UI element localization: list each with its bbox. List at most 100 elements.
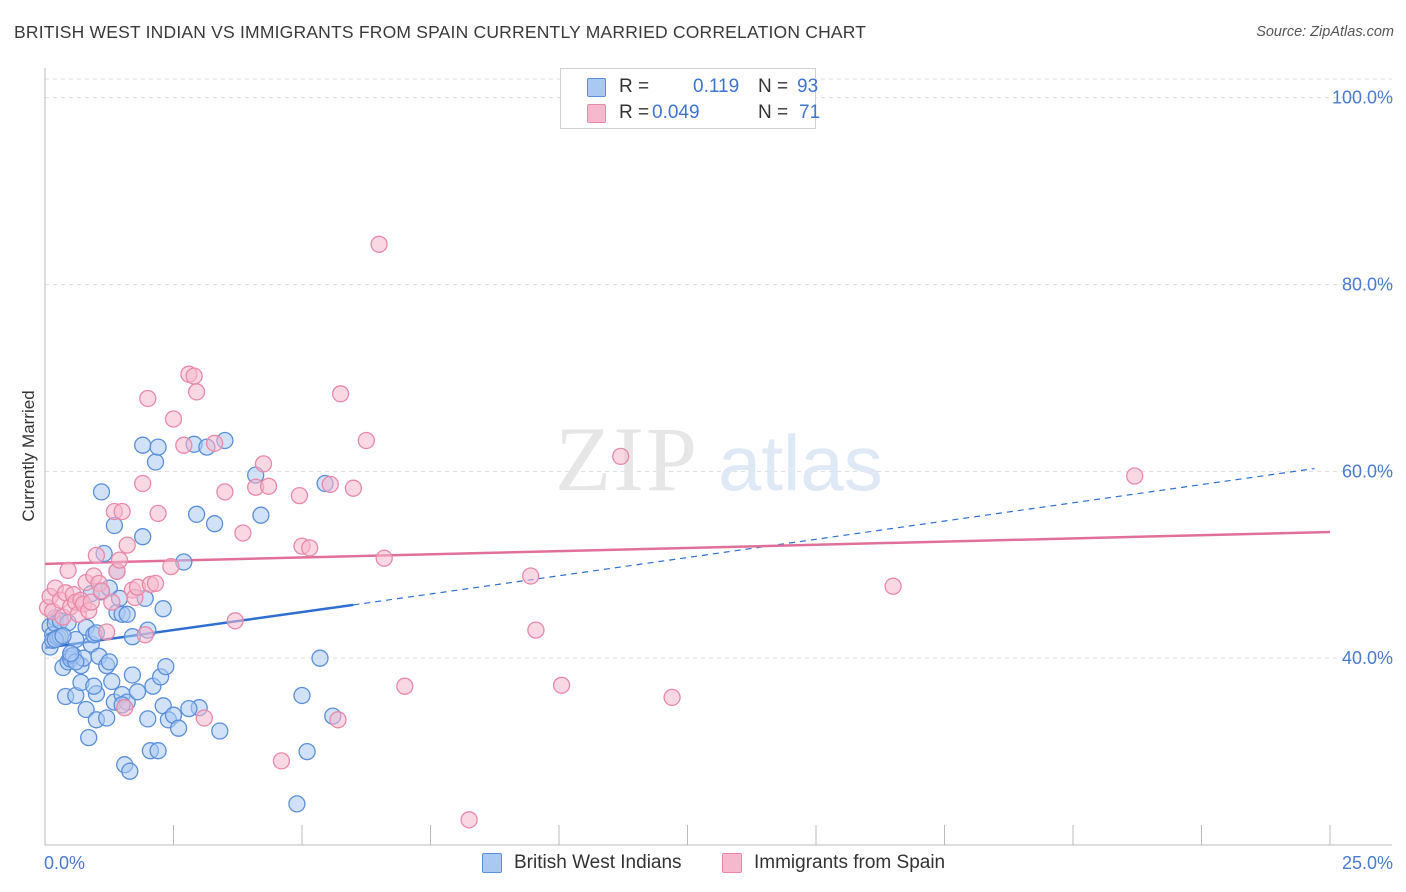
point-immigrants-from-spain [396, 677, 414, 695]
point-british-west-indians [100, 653, 118, 671]
point-immigrants-from-spain [522, 567, 540, 585]
point-immigrants-from-spain [527, 621, 545, 639]
point-british-west-indians [293, 686, 311, 705]
point-british-west-indians [169, 719, 188, 737]
point-immigrants-from-spain [331, 385, 350, 403]
point-immigrants-from-spain [113, 502, 131, 521]
point-british-west-indians [154, 600, 172, 618]
point-immigrants-from-spain [290, 486, 309, 505]
y-tick-label: 100.0% [1332, 88, 1393, 108]
legend-swatch-pink [587, 104, 606, 123]
watermark: ZIP atlas [555, 408, 883, 510]
point-british-west-indians [149, 742, 167, 760]
points-layer [38, 235, 1144, 829]
point-british-west-indians [98, 709, 116, 727]
y-tick-label: 80.0% [1342, 275, 1393, 295]
point-immigrants-from-spain [162, 557, 180, 576]
point-immigrants-from-spain [187, 383, 206, 401]
point-british-west-indians [123, 666, 142, 684]
point-immigrants-from-spain [259, 477, 278, 495]
point-british-west-indians [139, 710, 157, 728]
point-british-west-indians [85, 677, 103, 695]
legend-r-label: R = [619, 102, 650, 123]
point-british-west-indians [252, 506, 270, 524]
point-immigrants-from-spain [110, 551, 129, 569]
y-tick-label: 60.0% [1342, 461, 1393, 481]
y-tick-label: 40.0% [1342, 648, 1393, 668]
point-british-west-indians [149, 438, 167, 456]
point-british-west-indians [298, 742, 316, 761]
point-british-west-indians [288, 795, 306, 813]
point-british-west-indians [157, 657, 175, 676]
point-immigrants-from-spain [103, 593, 121, 611]
stats-legend: R = 0.119 N = 93 R = 0.049 N = 71 [560, 68, 820, 129]
point-immigrants-from-spain [82, 593, 100, 611]
axes-layer [44, 68, 1392, 846]
point-british-west-indians [146, 453, 165, 471]
point-immigrants-from-spain [59, 561, 77, 580]
watermark-atlas: atlas [718, 419, 883, 507]
point-british-west-indians [121, 762, 139, 780]
point-immigrants-from-spain [139, 389, 157, 408]
legend-r-label: R = [619, 76, 650, 97]
point-immigrants-from-spain [552, 676, 571, 694]
legend-r-value: 0.119 [693, 76, 740, 97]
point-british-west-indians [54, 627, 72, 645]
point-immigrants-from-spain [195, 709, 213, 727]
point-immigrants-from-spain [344, 479, 363, 497]
point-immigrants-from-spain [226, 612, 244, 630]
x-tick-label-end: 25.0% [1342, 853, 1393, 873]
legend-n-value: 71 [799, 102, 821, 123]
trend-line-immigrants-from-spain [44, 530, 1331, 566]
trend-line-british-west-indians-projection [353, 467, 1315, 606]
point-immigrants-from-spain [884, 577, 902, 595]
legend-swatch-blue [587, 78, 606, 97]
point-british-west-indians [205, 515, 224, 533]
point-immigrants-from-spain [272, 752, 291, 770]
point-immigrants-from-spain [321, 475, 339, 494]
point-immigrants-from-spain [164, 410, 183, 428]
legend-r-value: 0.049 [652, 102, 700, 123]
point-british-west-indians [92, 483, 111, 501]
point-immigrants-from-spain [98, 623, 116, 641]
legend-n-label: N = [758, 102, 789, 123]
point-immigrants-from-spain [375, 549, 393, 567]
point-british-west-indians [80, 728, 98, 747]
point-british-west-indians [62, 644, 80, 663]
point-immigrants-from-spain [460, 811, 478, 829]
legend-n-label: N = [758, 76, 789, 97]
point-immigrants-from-spain [92, 582, 111, 600]
point-british-west-indians [311, 649, 329, 667]
series-label: Immigrants from Spain [754, 852, 946, 873]
point-immigrants-from-spain [136, 626, 154, 644]
chart-title: BRITISH WEST INDIAN VS IMMIGRANTS FROM S… [14, 22, 867, 42]
series-label: British West Indians [514, 852, 682, 873]
point-british-west-indians [128, 683, 147, 701]
series-swatch-blue [482, 853, 502, 873]
source-label: Source: ZipAtlas.com [1256, 24, 1394, 40]
x-tick-label-start: 0.0% [44, 853, 85, 873]
point-immigrants-from-spain [329, 711, 347, 729]
tick-label-layer: 40.0% 60.0% 80.0% 100.0% 0.0% 25.0% [44, 88, 1393, 873]
point-immigrants-from-spain [254, 455, 273, 473]
series-swatch-pink [722, 853, 742, 873]
point-british-west-indians [103, 672, 121, 691]
point-immigrants-from-spain [146, 574, 165, 593]
point-immigrants-from-spain [87, 546, 106, 565]
point-british-west-indians [77, 700, 95, 719]
grid-layer [45, 78, 1392, 659]
y-axis-label: Currently Married [19, 390, 38, 521]
point-immigrants-from-spain [370, 235, 388, 253]
point-immigrants-from-spain [205, 434, 224, 452]
point-immigrants-from-spain [175, 436, 193, 454]
point-british-west-indians [134, 436, 152, 454]
legend-n-value: 93 [797, 76, 819, 97]
point-immigrants-from-spain [1126, 467, 1144, 485]
point-immigrants-from-spain [216, 483, 234, 501]
point-immigrants-from-spain [612, 447, 630, 466]
point-immigrants-from-spain [116, 699, 134, 717]
point-immigrants-from-spain [134, 474, 152, 493]
point-immigrants-from-spain [118, 536, 136, 554]
point-immigrants-from-spain [301, 539, 319, 557]
point-british-west-indians [134, 528, 152, 546]
